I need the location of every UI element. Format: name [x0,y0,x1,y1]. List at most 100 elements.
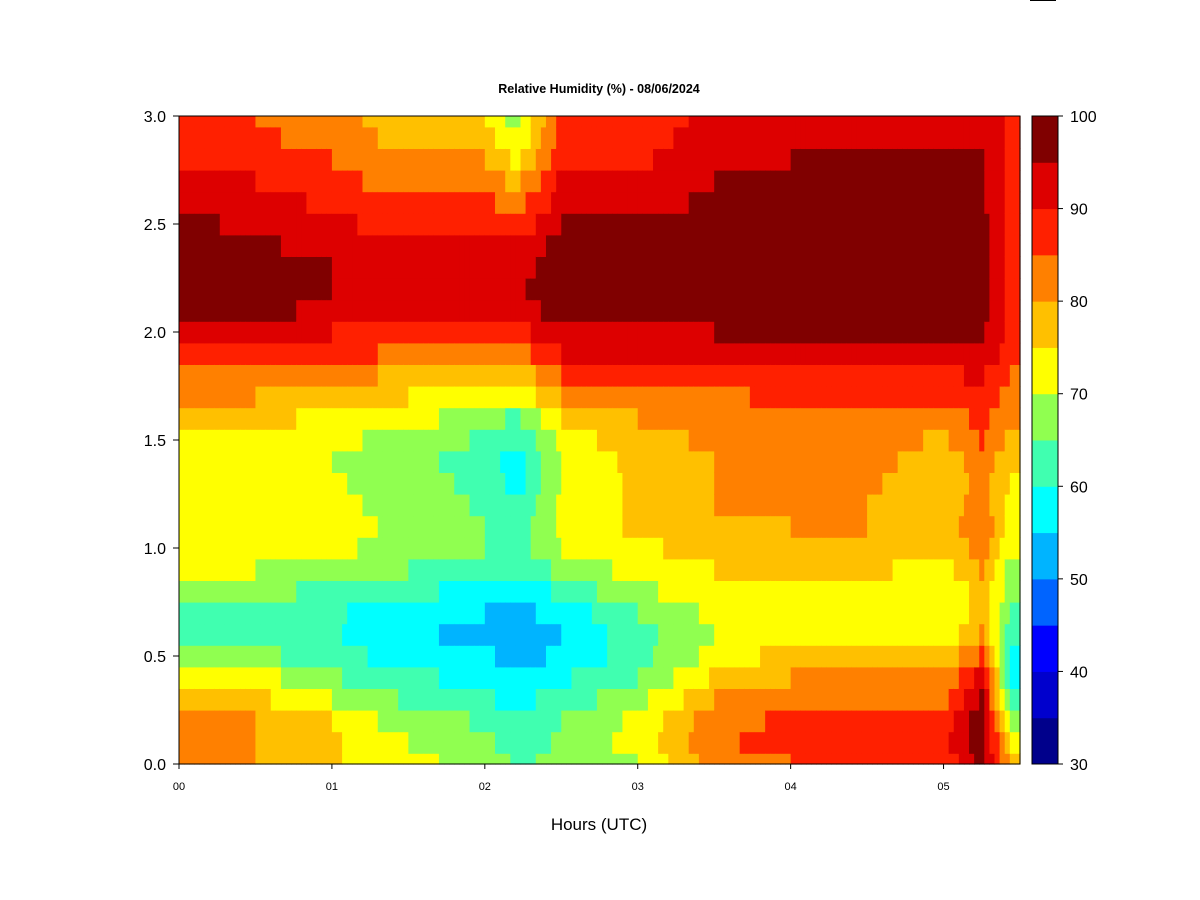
heatmap-cell [653,450,659,473]
heatmap-cell [520,731,527,754]
heatmap-cell [836,213,843,236]
heatmap-cell [693,472,700,495]
heatmap-cell [831,753,838,765]
heatmap-cell [933,494,940,517]
heatmap-cell [867,213,873,236]
heatmap-cell [224,386,231,409]
heatmap-cell [500,580,506,603]
heatmap-cell [902,116,909,128]
heatmap-cell [352,623,358,646]
heatmap-cell [724,170,731,193]
heatmap-cell [189,116,195,128]
heatmap-cell [500,299,506,322]
heatmap-cell [194,342,200,365]
heatmap-cell [250,537,257,560]
heatmap-cell [897,256,904,279]
heatmap-cell [219,299,226,322]
heatmap-cell [357,191,364,214]
heatmap-cell [663,278,669,301]
heatmap-cell [510,342,516,365]
heatmap-cell [785,602,792,625]
heatmap-cell [551,710,557,733]
heatmap-cell [229,191,236,214]
heatmap-cell [933,645,940,668]
heatmap-cell [953,234,960,257]
heatmap-cell [194,364,200,387]
heatmap-cell [892,213,899,236]
heatmap-cell [928,537,934,560]
heatmap-cell [387,321,394,344]
heatmap-cell [790,116,797,128]
heatmap-cell [688,342,695,365]
heatmap-cell [958,429,965,452]
heatmap-cell [418,623,425,646]
heatmap-cell [280,342,287,365]
heatmap-cell [846,170,853,193]
heatmap-cell [235,299,241,322]
heatmap-cell [979,170,985,193]
heatmap-cell [321,299,328,322]
heatmap-cell [413,666,420,689]
heatmap-cell [184,666,190,689]
heatmap-cell [887,710,894,733]
heatmap-cell [724,710,731,733]
heatmap-cell [581,666,588,689]
heatmap-cell [974,558,980,581]
heatmap-cell [861,126,868,149]
heatmap-cell [790,645,797,668]
heatmap-cell [760,321,766,344]
heatmap-cell [270,126,277,149]
heatmap-cell [933,666,940,689]
heatmap-cell [734,753,741,765]
heatmap-cell [489,753,496,765]
heatmap-cell [770,429,776,452]
heatmap-cell [229,386,236,409]
heatmap-cell [291,342,297,365]
heatmap-cell [275,472,282,495]
heatmap-cell [515,256,522,279]
heatmap-cell [867,256,873,279]
heatmap-cell [673,558,680,581]
heatmap-cell [444,515,450,538]
heatmap-cell [765,688,771,711]
heatmap-cell [912,494,919,517]
heatmap-cell [836,148,843,171]
heatmap-cell [653,386,659,409]
heatmap-cell [204,494,211,517]
heatmap-cell [454,450,460,473]
heatmap-cell [928,191,934,214]
heatmap-cell [489,623,496,646]
heatmap-cell [602,364,608,387]
heatmap-cell [658,753,664,765]
heatmap-cell [826,278,833,301]
heatmap-cell [912,710,919,733]
heatmap-cell [780,321,787,344]
heatmap-cell [928,429,934,452]
heatmap-cell [408,126,415,149]
heatmap-cell [235,213,241,236]
heatmap-cell [250,407,257,430]
heatmap-cell [979,364,985,387]
heatmap-cell [403,299,409,322]
heatmap-cell [698,515,705,538]
heatmap-cell [754,429,761,452]
heatmap-cell [739,429,746,452]
heatmap-cell [189,278,195,301]
heatmap-cell [561,450,567,473]
heatmap-cell [744,278,751,301]
heatmap-cell [224,731,231,754]
heatmap-cell [984,666,991,689]
heatmap-cell [454,386,460,409]
heatmap-cell [836,342,843,365]
heatmap-cell [739,116,746,128]
heatmap-cell [535,688,542,711]
heatmap-cell [673,191,680,214]
heatmap-cell [749,364,756,387]
heatmap-cell [805,537,812,560]
heatmap-cell [484,386,491,409]
heatmap-cell [500,364,506,387]
heatmap-cell [214,342,221,365]
heatmap-cell [479,688,486,711]
heatmap-cell [321,731,328,754]
heatmap-cell [561,580,567,603]
